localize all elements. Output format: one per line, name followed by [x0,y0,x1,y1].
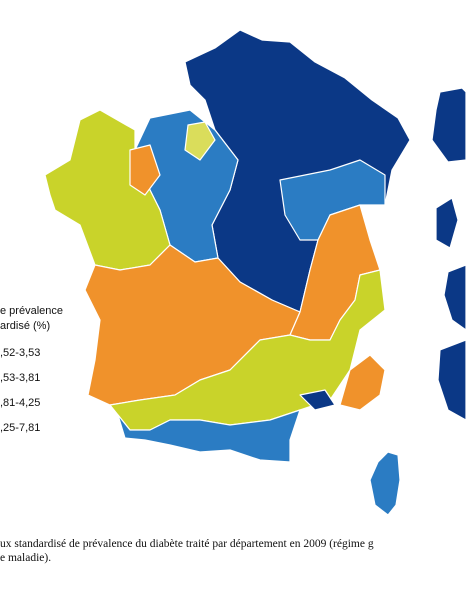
region [437,339,466,421]
region [44,109,171,271]
region [184,121,216,161]
legend-label: ,81-4,25 [0,397,41,409]
legend-title: ardisé (%) [0,320,51,332]
caption: ux standardisé de prévalence du diabète … [0,538,374,550]
legend-title: e prévalence [0,305,63,317]
legend-label: ,52-3,53 [0,347,41,359]
legend-label: ,25-7,81 [0,422,41,434]
caption: e maladie). [0,552,52,564]
legend-label: ,53-3,81 [0,372,41,384]
region [339,354,386,411]
region [117,409,301,463]
region [443,264,466,331]
region [435,197,459,249]
region [431,87,466,163]
region [129,144,161,196]
region [369,451,401,516]
map [44,29,466,516]
region [299,389,336,411]
